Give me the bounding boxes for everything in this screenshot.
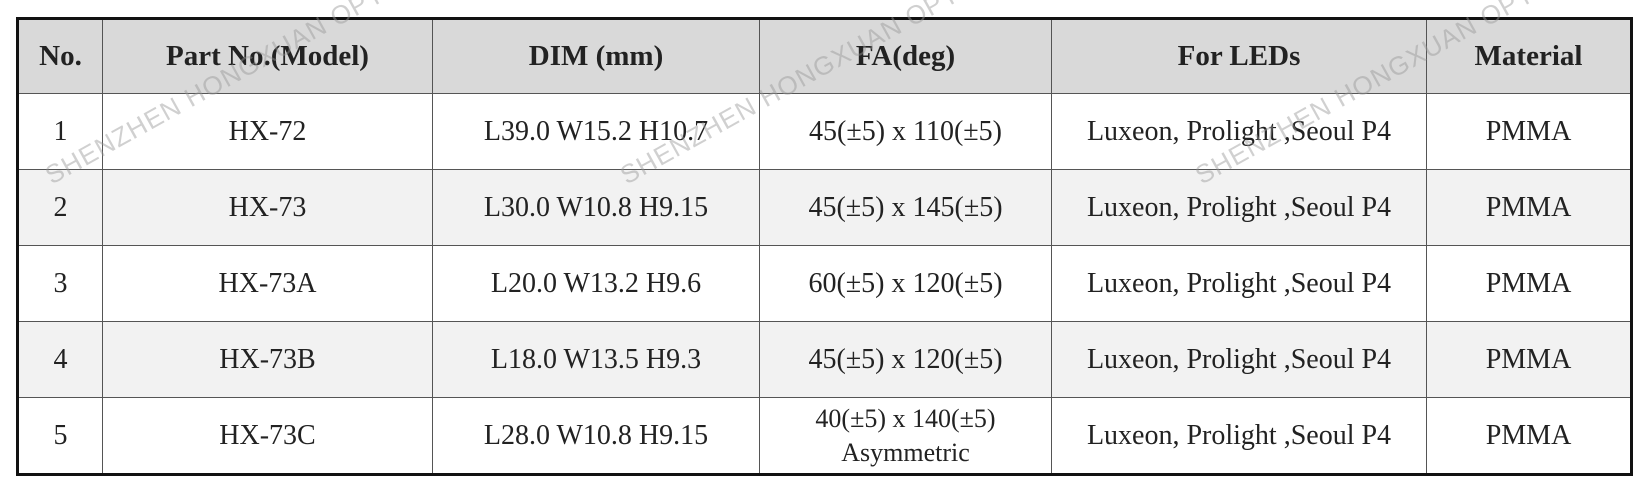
header-cell: Material [1426,18,1632,94]
cell: L18.0 W13.5 H9.3 [432,321,760,398]
cell: L28.0 W10.8 H9.15 [432,397,760,475]
header-cell: No. [17,18,103,94]
cell: PMMA [1426,93,1632,170]
cell: HX-73A [102,245,433,322]
table-wrap: No. Part No.(Model) DIM (mm) FA(deg) For LED… [16,17,1633,476]
row: 1 HX-72 L39.0 W15.2 H10.7 45(±5) x 110(±5) L… [17,93,1632,170]
cell: PMMA [1426,397,1632,475]
cell: 5 [17,397,103,475]
row: 4 HX-73B L18.0 W13.5 H9.3 45(±5) x 120(±5) L… [17,321,1632,398]
cell: HX-72 [102,93,433,170]
cell: L30.0 W10.8 H9.15 [432,169,760,246]
cell: Luxeon, Prolight ,Seoul P4 [1051,93,1427,170]
header-cell: FA(deg) [759,18,1052,94]
cell: L20.0 W13.2 H9.6 [432,245,760,322]
cell: 40(±5) x 140(±5) Asymmetric [759,397,1052,475]
cell: 45(±5) x 120(±5) [759,321,1052,398]
cell: HX-73C [102,397,433,475]
cell: Luxeon, Prolight ,Seoul P4 [1051,321,1427,398]
cell: Luxeon, Prolight ,Seoul P4 [1051,245,1427,322]
header-cell: Part No.(Model) [102,18,433,94]
cell: HX-73 [102,169,433,246]
cell: PMMA [1426,169,1632,246]
row: 3 HX-73A L20.0 W13.2 H9.6 60(±5) x 120(±5) L… [17,245,1632,322]
cell-line: 40(±5) x 140(±5) [815,403,996,433]
cell: 60(±5) x 120(±5) [759,245,1052,322]
cell-line: Asymmetric [841,437,970,467]
cell: 45(±5) x 110(±5) [759,93,1052,170]
spec-table: No. Part No.(Model) DIM (mm) FA(deg) For LED… [16,17,1633,476]
cell: PMMA [1426,321,1632,398]
table-body: 1 HX-72 L39.0 W15.2 H10.7 45(±5) x 110(±5) L… [17,93,1632,475]
header-cell: For LEDs [1051,18,1427,94]
cell: 1 [17,93,103,170]
cell: Luxeon, Prolight ,Seoul P4 [1051,397,1427,475]
row: 2 HX-73 L30.0 W10.8 H9.15 45(±5) x 145(±5) L… [17,169,1632,246]
cell: 4 [17,321,103,398]
cell: 45(±5) x 145(±5) [759,169,1052,246]
cell: L39.0 W15.2 H10.7 [432,93,760,170]
cell: HX-73B [102,321,433,398]
header-row: No. Part No.(Model) DIM (mm) FA(deg) For LED… [17,18,1632,94]
row: 5 HX-73C L28.0 W10.8 H9.15 40(±5) x 140(±5)… [17,397,1632,475]
header-cell: DIM (mm) [432,18,760,94]
cell: 3 [17,245,103,322]
cell: PMMA [1426,245,1632,322]
cell: 2 [17,169,103,246]
cell: Luxeon, Prolight ,Seoul P4 [1051,169,1427,246]
